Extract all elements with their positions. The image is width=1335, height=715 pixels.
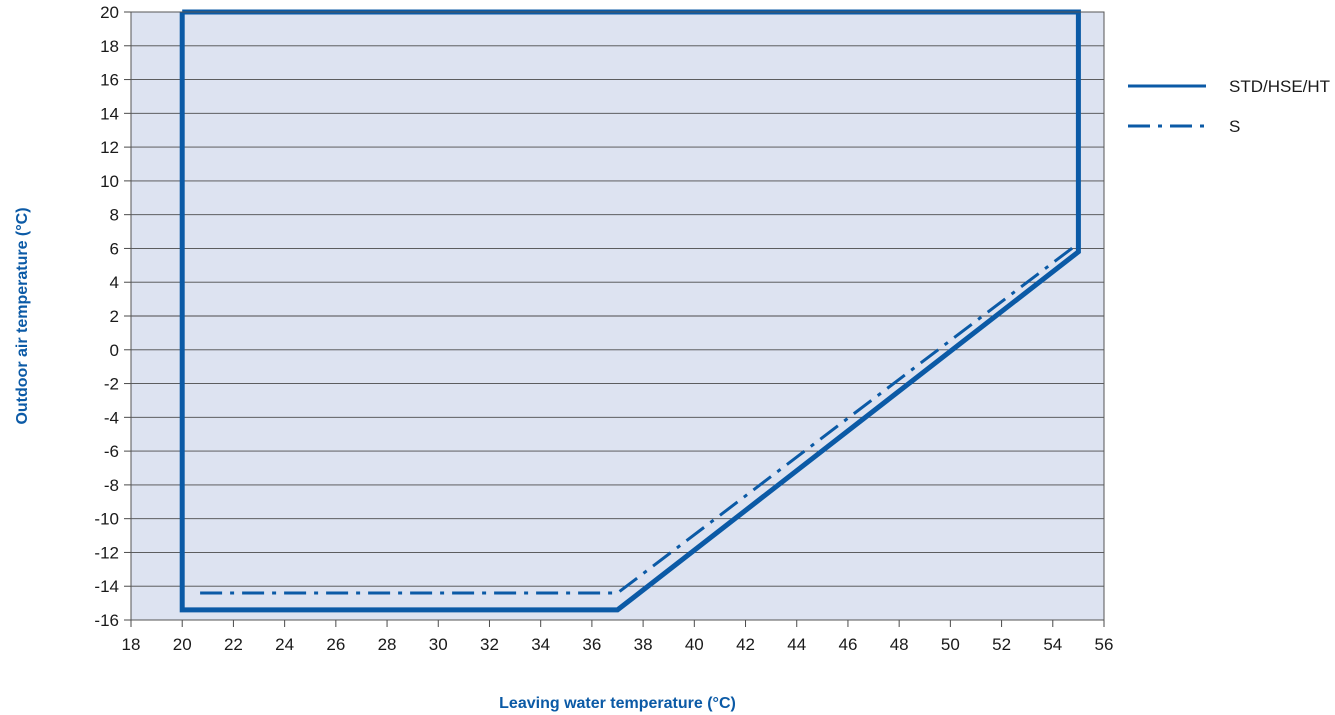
x-tick-label: 28 <box>378 635 397 654</box>
y-tick-label: 2 <box>110 307 119 326</box>
y-tick-label: -2 <box>104 375 119 394</box>
y-tick-label: -14 <box>94 577 119 596</box>
x-tick-label: 44 <box>787 635 806 654</box>
legend-label: S <box>1229 117 1240 136</box>
y-tick-label: 18 <box>100 37 119 56</box>
x-tick-label: 18 <box>122 635 141 654</box>
y-tick-label: 0 <box>110 341 119 360</box>
x-tick-label: 56 <box>1095 635 1114 654</box>
y-tick-label: 4 <box>110 273 119 292</box>
y-tick-label: 20 <box>100 3 119 22</box>
y-tick-label: 6 <box>110 239 119 258</box>
x-tick-label: 22 <box>224 635 243 654</box>
series-line-s <box>200 242 1080 595</box>
x-axis-title: Leaving water temperature (°C) <box>499 695 736 712</box>
x-tick-label: 42 <box>736 635 755 654</box>
x-tick-label: 50 <box>941 635 960 654</box>
x-tick-label: 48 <box>890 635 909 654</box>
y-tick-label: -8 <box>104 476 119 495</box>
x-tick-label: 40 <box>685 635 704 654</box>
y-tick-label: -6 <box>104 442 119 461</box>
x-tick-label: 36 <box>582 635 601 654</box>
y-tick-label: 14 <box>100 104 119 123</box>
x-tick-label: 34 <box>531 635 550 654</box>
y-tick-label: 16 <box>100 71 119 90</box>
x-tick-label: 32 <box>480 635 499 654</box>
gridlines <box>124 11 1105 627</box>
x-tick-label: 52 <box>992 635 1011 654</box>
legend: STD/HSE/HT S <box>1128 77 1330 136</box>
legend-label: STD/HSE/HT <box>1229 77 1330 96</box>
y-tick-label: -10 <box>94 510 119 529</box>
x-tick-label: 30 <box>429 635 448 654</box>
x-tick-label: 24 <box>275 635 294 654</box>
plot-border <box>130 11 1105 621</box>
y-tick-label: -12 <box>94 543 119 562</box>
y-tick-label: 12 <box>100 138 119 157</box>
x-tick-label: 46 <box>838 635 857 654</box>
x-tick-label: 54 <box>1043 635 1062 654</box>
x-tick-label: 38 <box>634 635 653 654</box>
x-tick-label: 20 <box>173 635 192 654</box>
y-tick-label: -16 <box>94 611 119 630</box>
x-tick-labels: 18 20 22 24 26 28 30 32 34 36 38 40 42 44 46 48 50 52 54 56 <box>122 635 1114 654</box>
y-axis-title: Outdoor air temperature (°C) <box>14 207 31 424</box>
y-tick-label: -4 <box>104 408 119 427</box>
x-tick-label: 26 <box>326 635 345 654</box>
y-tick-label: 8 <box>110 206 119 225</box>
y-tick-label: 10 <box>100 172 119 191</box>
